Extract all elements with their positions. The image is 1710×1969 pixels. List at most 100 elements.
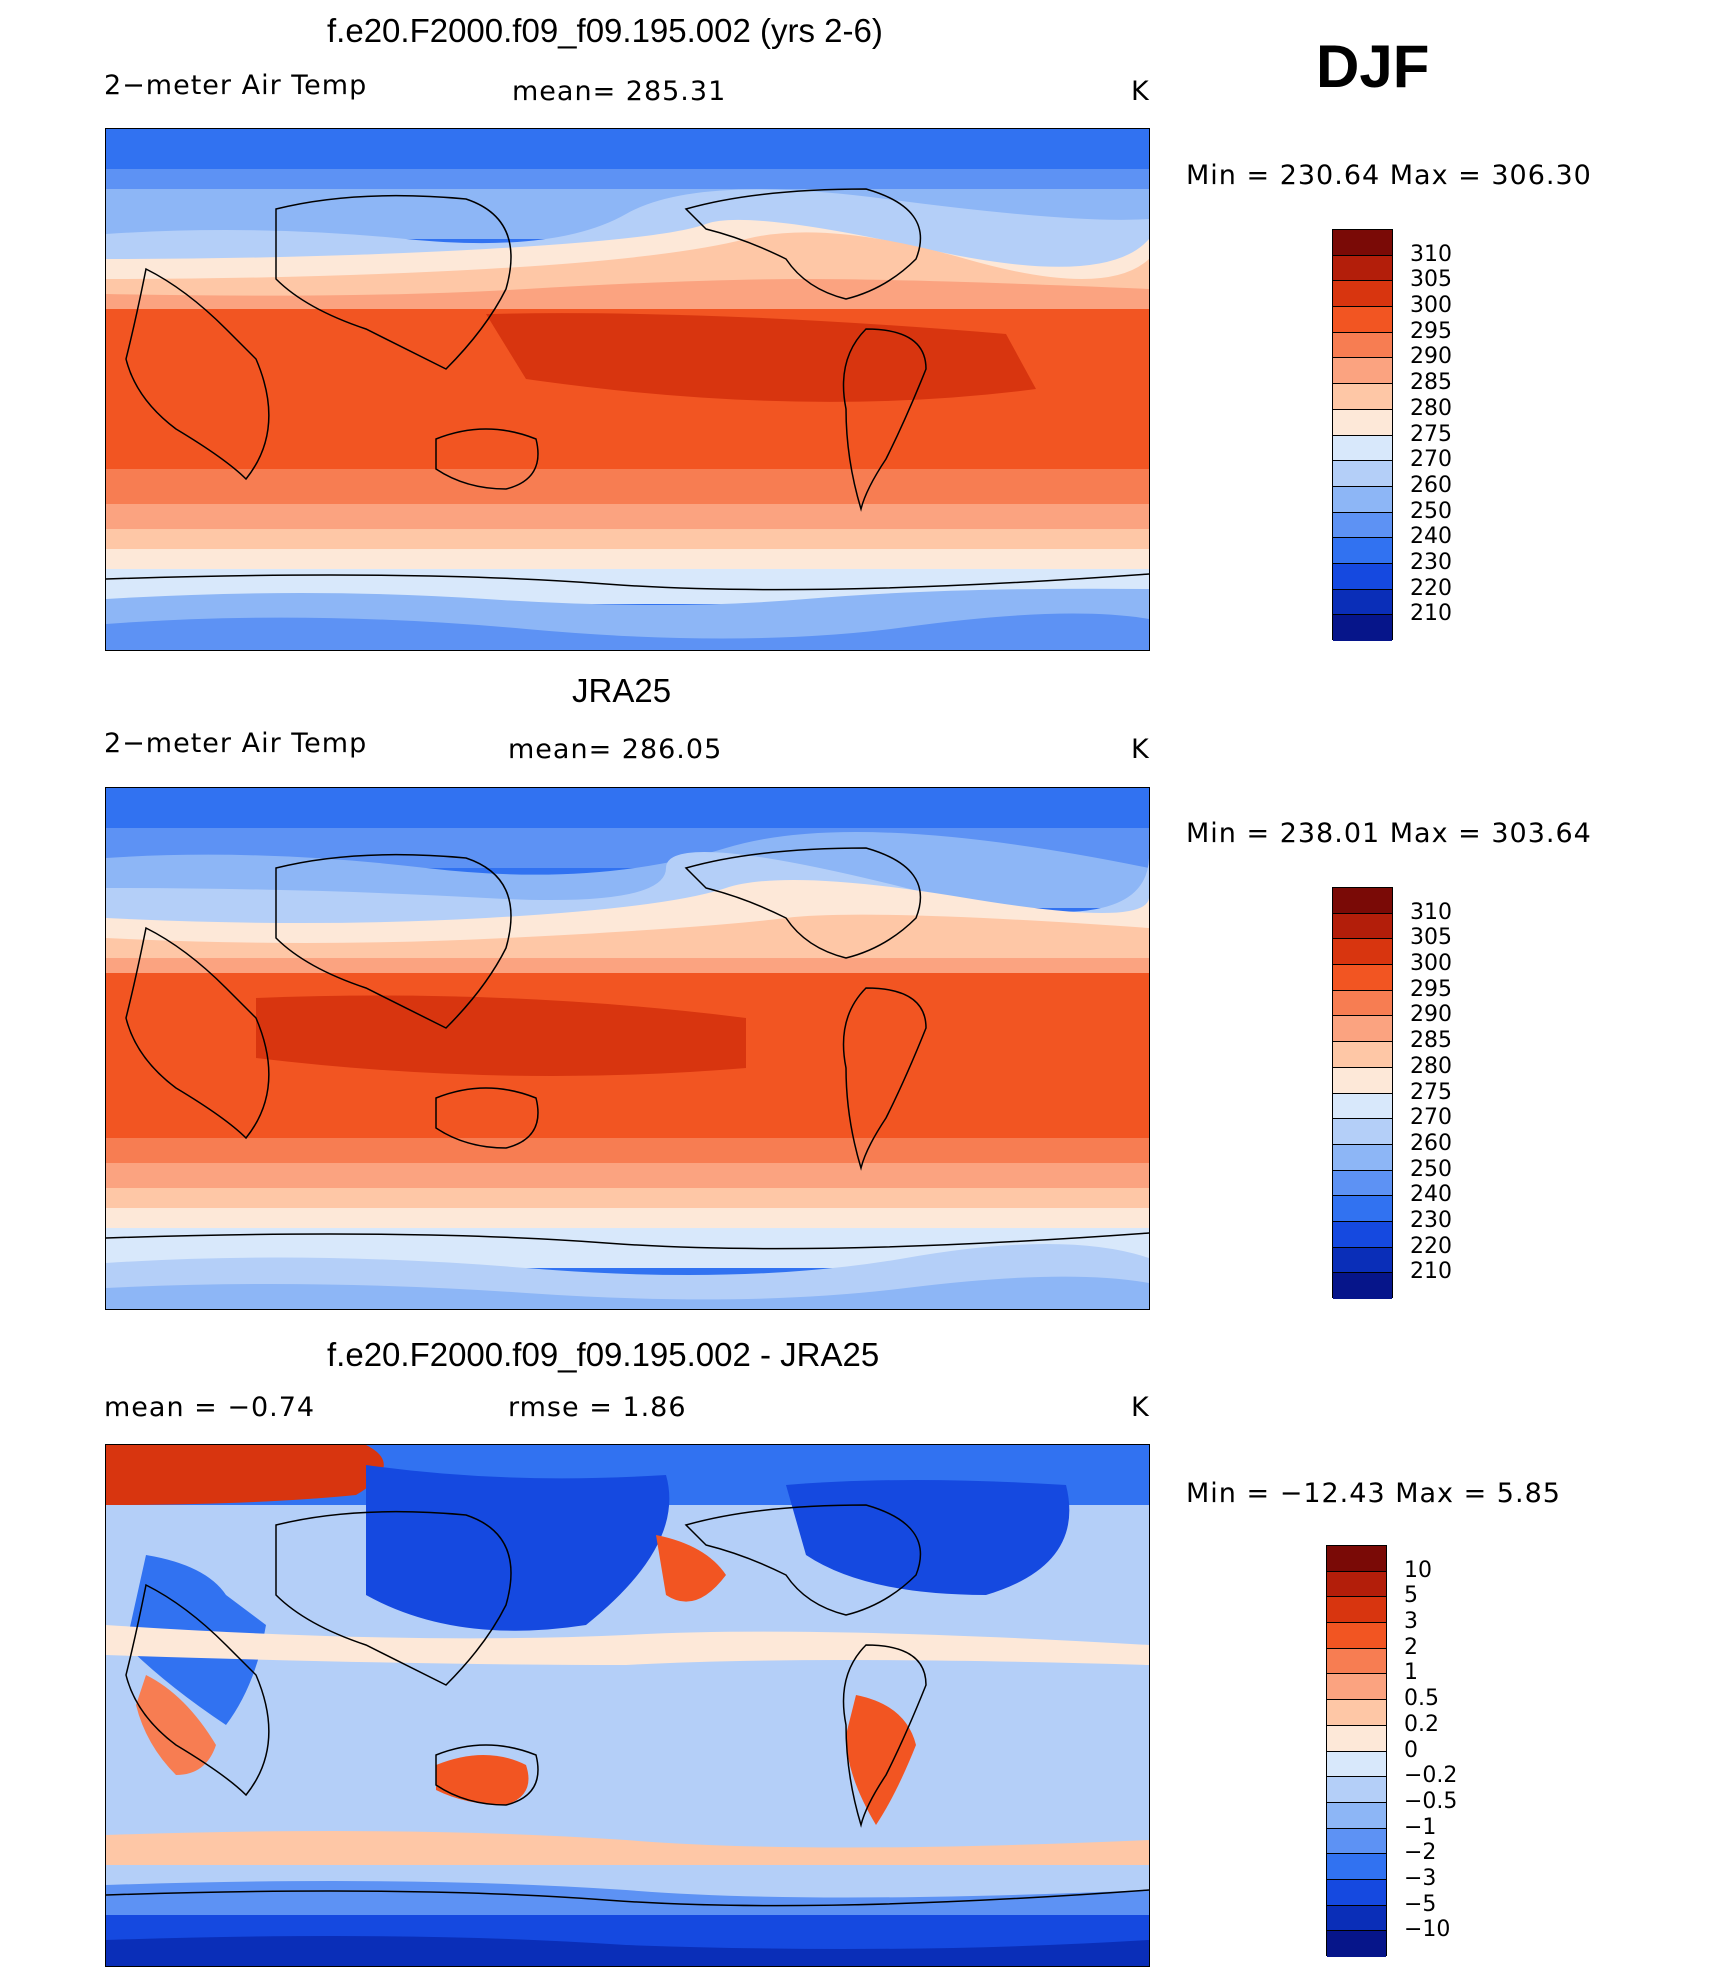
panel2-colorbar-swatch <box>1333 888 1392 914</box>
panel2-colorbar-swatch <box>1333 1067 1392 1094</box>
panel1-colorbar-tick-label: 220 <box>1410 575 1452 601</box>
panel3-colorbar-tick-label: −5 <box>1404 1891 1437 1917</box>
panel1-colorbar-swatch <box>1333 589 1392 616</box>
panel2-colorbar-tick-label: 250 <box>1410 1156 1452 1182</box>
panel1-colorbar-swatch <box>1333 332 1392 359</box>
panel1-colorbar-swatch <box>1333 563 1392 590</box>
panel1-title: f.e20.F2000.f09_f09.195.002 (yrs 2-6) <box>327 12 883 49</box>
panel1-colorbar-tick-label: 295 <box>1410 318 1452 344</box>
panel2-colorbar-tick-label: 275 <box>1410 1079 1452 1105</box>
panel3-colorbar-tick-label: 0.2 <box>1404 1711 1439 1737</box>
panel2-colorbar-tick-label: 280 <box>1410 1053 1452 1079</box>
panel1-colorbar-swatch <box>1333 255 1392 282</box>
panel3-colorbar-tick-label: 0.5 <box>1404 1686 1439 1712</box>
panel1-colorbar-swatch <box>1333 358 1392 385</box>
panel1-colorbar-tick-label: 270 <box>1410 447 1452 473</box>
panel3-colorbar-tick-label: 5 <box>1404 1583 1418 1609</box>
season-label: DJF <box>1316 33 1430 100</box>
panel2-colorbar-tick-label: 210 <box>1410 1259 1452 1285</box>
panel3-units: K <box>1131 1392 1150 1423</box>
panel1-colorbar-swatch <box>1333 435 1392 462</box>
panel1-colorbar-swatch <box>1333 538 1392 564</box>
panel2-colorbar-swatch <box>1333 1016 1392 1043</box>
panel3-colorbar-swatch <box>1327 1674 1386 1701</box>
panel3-colorbar-swatch <box>1327 1623 1386 1649</box>
panel3-center-label: rmse = 1.86 <box>508 1392 687 1423</box>
panel1-left-label: 2−meter Air Temp <box>104 70 368 101</box>
panel2-left-label: 2−meter Air Temp <box>104 728 368 759</box>
panel2-colorbar-swatch <box>1333 1042 1392 1068</box>
panel2-colorbar-tick-label: 295 <box>1410 976 1452 1002</box>
panel2-center-label: mean= 286.05 <box>508 734 723 765</box>
panel3-colorbar-tick-label: 1 <box>1404 1660 1418 1686</box>
panel3-colorbar-swatch <box>1327 1597 1386 1624</box>
panel2-units: K <box>1131 734 1150 765</box>
panel3-colorbar-tick-label: 10 <box>1404 1557 1432 1583</box>
panel1-colorbar-tick-label: 230 <box>1410 549 1452 575</box>
panel1-colorbar-tick-label: 305 <box>1410 267 1452 293</box>
panel1-colorbar-tick-label: 260 <box>1410 472 1452 498</box>
panel2-colorbar-tick-label: 230 <box>1410 1207 1452 1233</box>
panel1-colorbar-tick-label: 210 <box>1410 601 1452 627</box>
panel3-colorbar-swatch <box>1327 1802 1386 1829</box>
panel3-colorbar-tick-label: −10 <box>1404 1917 1451 1943</box>
panel3-colorbar-tick-label: −1 <box>1404 1814 1437 1840</box>
panel2-colorbar-swatch <box>1333 965 1392 991</box>
panel1-colorbar-swatch <box>1333 230 1392 256</box>
panel3-title: f.e20.F2000.f09_f09.195.002 - JRA25 <box>327 1336 880 1373</box>
panel2-colorbar-swatch <box>1333 1221 1392 1248</box>
panel2-colorbar-swatch <box>1333 990 1392 1017</box>
panel1-colorbar-tick-label: 310 <box>1410 241 1452 267</box>
panel3-colorbar-tick-label: −3 <box>1404 1865 1437 1891</box>
panel1-temperature-field <box>106 129 1149 650</box>
panel1-colorbar-tick-label: 290 <box>1410 344 1452 370</box>
panel1-colorbar-swatch <box>1333 461 1392 487</box>
panel2-colorbar-tick-label: 310 <box>1410 899 1452 925</box>
panel2-colorbar-swatch <box>1333 1093 1392 1120</box>
panel2-colorbar-swatch <box>1333 939 1392 966</box>
panel2-colorbar-tick-label: 290 <box>1410 1002 1452 1028</box>
panel1-colorbar-swatches <box>1332 229 1393 641</box>
panel2-colorbar-swatch <box>1333 1119 1392 1145</box>
panel3-colorbar-swatch <box>1327 1854 1386 1880</box>
panel1-map <box>105 128 1150 651</box>
panel2-colorbar-swatch <box>1333 1196 1392 1222</box>
panel3-colorbar-swatch <box>1327 1546 1386 1572</box>
panel2-colorbar-tick-label: 270 <box>1410 1105 1452 1131</box>
panel2-colorbar-swatches <box>1332 887 1393 1299</box>
panel3-colorbar-swatch <box>1327 1828 1386 1855</box>
panel3-colorbar-swatch <box>1327 1879 1386 1906</box>
panel3-colorbar-swatch <box>1327 1777 1386 1803</box>
panel3-colorbar-tick-label: 2 <box>1404 1634 1418 1660</box>
panel3-left-label: mean = −0.74 <box>104 1392 316 1423</box>
panel1-colorbar-swatch <box>1333 512 1392 539</box>
panel3-colorbar-swatch <box>1327 1700 1386 1726</box>
panel3-colorbar-swatch <box>1327 1751 1386 1778</box>
panel1-units: K <box>1131 76 1150 107</box>
panel2-colorbar-tick-label: 305 <box>1410 925 1452 951</box>
panel3-colorbar-tick-label: −2 <box>1404 1840 1437 1866</box>
panel2-colorbar-tick-label: 260 <box>1410 1130 1452 1156</box>
panel3-colorbar-swatch <box>1327 1648 1386 1675</box>
panel2-colorbar-swatch <box>1333 1273 1392 1299</box>
panel1-colorbar-tick-label: 280 <box>1410 395 1452 421</box>
panel3-colorbar-swatch <box>1327 1571 1386 1598</box>
panel2-map <box>105 787 1150 1310</box>
panel1-colorbar-swatch <box>1333 384 1392 410</box>
panel1-colorbar-tick-label: 240 <box>1410 524 1452 550</box>
panel3-minmax: Min = −12.43 Max = 5.85 <box>1186 1478 1561 1509</box>
panel2-temperature-field <box>106 788 1149 1309</box>
panel3-difference-field <box>106 1445 1149 1966</box>
panel1-colorbar-tick-label: 285 <box>1410 370 1452 396</box>
panel3-colorbar-tick-label: 3 <box>1404 1609 1418 1635</box>
panel2-colorbar-swatch <box>1333 1144 1392 1171</box>
panel1-colorbar-tick-label: 250 <box>1410 498 1452 524</box>
panel3-colorbar-swatch <box>1327 1725 1386 1752</box>
panel1-colorbar-swatch <box>1333 281 1392 308</box>
panel2-minmax: Min = 238.01 Max = 303.64 <box>1186 818 1592 849</box>
panel3-colorbar-tick-label: 0 <box>1404 1737 1418 1763</box>
panel1-center-label: mean= 285.31 <box>512 76 727 107</box>
panel2-colorbar-tick-label: 300 <box>1410 951 1452 977</box>
panel3-map <box>105 1444 1150 1967</box>
panel3-colorbar-tick-label: −0.2 <box>1404 1763 1458 1789</box>
